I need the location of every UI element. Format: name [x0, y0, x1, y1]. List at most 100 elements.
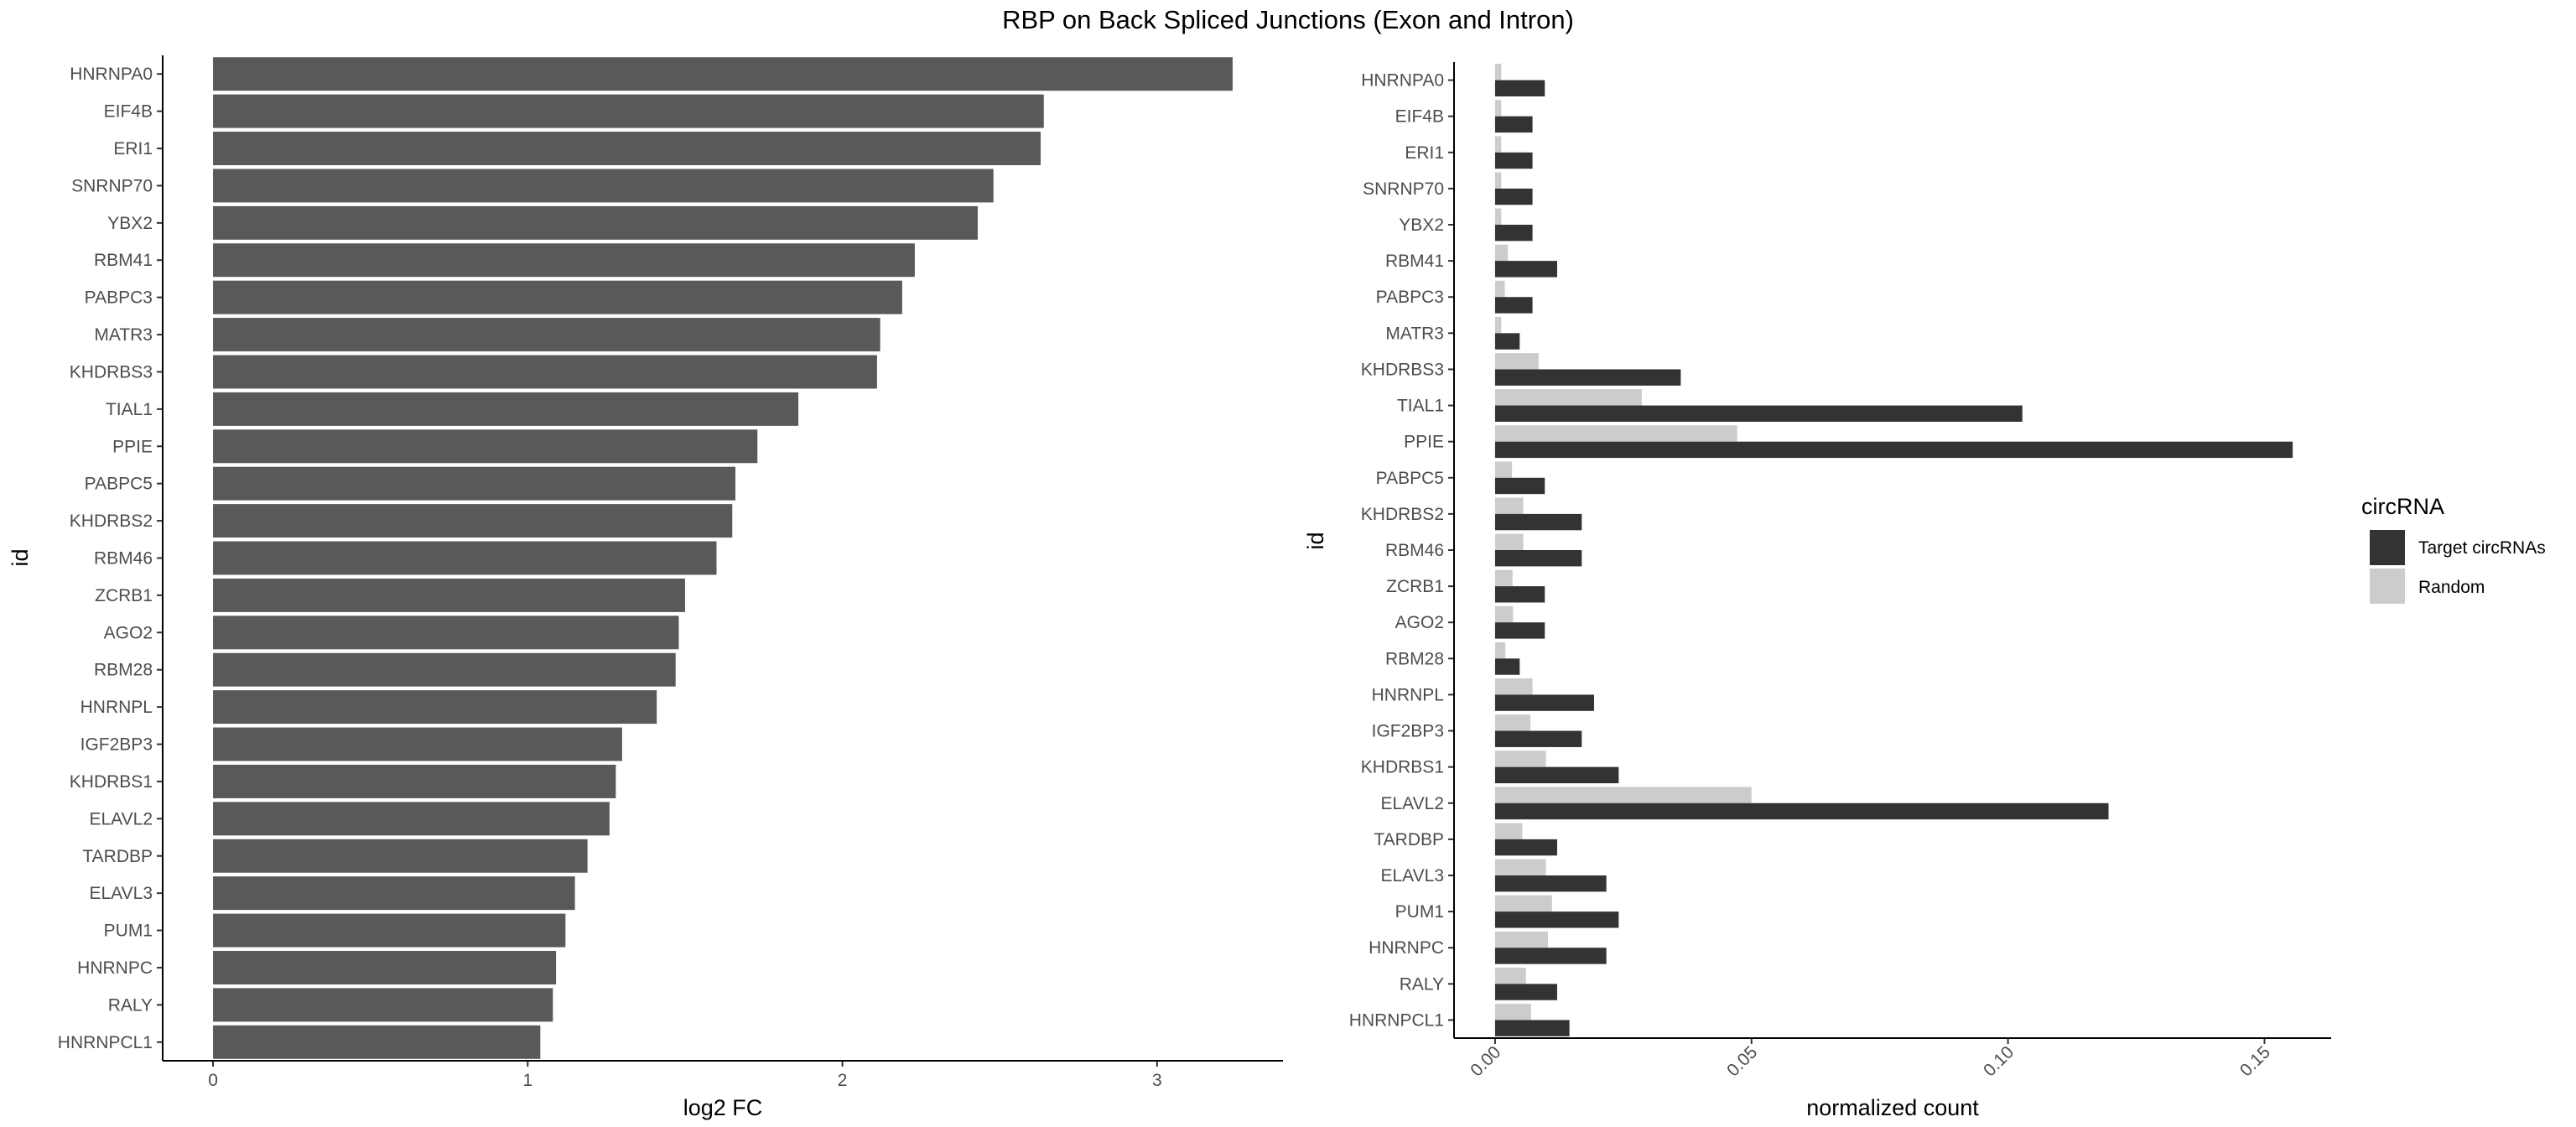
- bar-snrnp70-target-circrnas: [1494, 188, 1533, 205]
- chart-title: RBP on Back Spliced Junctions (Exon and …: [1002, 5, 1574, 34]
- bar-elavl2: [213, 802, 610, 836]
- bar-tial1-target-circrnas: [1494, 405, 2023, 422]
- x-tick-label: 3: [1152, 1071, 1162, 1090]
- bar-ybx2: [213, 205, 978, 240]
- left-y-tick-labels: HNRNPA0 EIF4B ERI1 SNRNP70 YBX2 RBM41 PABPC3 MA…: [58, 65, 163, 1052]
- bar-rbm28-target-circrnas: [1494, 658, 1520, 675]
- x-tick-label: 0: [208, 1071, 218, 1090]
- bar-eri1-target-circrnas: [1494, 152, 1533, 169]
- y-tick-label: PABPC5: [1376, 469, 1444, 488]
- bar-pabpc5-random: [1494, 461, 1513, 478]
- bar-rbm28-random: [1494, 641, 1506, 659]
- y-tick-label: ERI1: [113, 139, 153, 158]
- bar-ybx2-target-circrnas: [1494, 225, 1533, 242]
- bar-hnrnpl: [213, 690, 657, 724]
- x-tick-label: 0.10: [1980, 1042, 2018, 1080]
- x-tick-label: 0.15: [2236, 1042, 2274, 1080]
- left-x-tick-labels: 0 1 2 3: [208, 1061, 1162, 1090]
- y-tick-label: PPIE: [1404, 433, 1444, 452]
- y-tick-label: HNRNPC: [1368, 938, 1444, 958]
- legend: circRNA Target circRNAs Random: [2361, 494, 2546, 604]
- y-tick-label: ZCRB1: [1386, 577, 1444, 596]
- y-tick-label: KHDRBS2: [70, 512, 153, 531]
- y-tick-label: EIF4B: [1395, 107, 1444, 127]
- bar-pabpc3-target-circrnas: [1494, 297, 1533, 314]
- bar-khdrbs3-random: [1494, 353, 1539, 370]
- y-tick-label: AGO2: [1395, 613, 1444, 632]
- bar-hnrnpa0-target-circrnas: [1494, 80, 1545, 96]
- bar-tardbp-target-circrnas: [1494, 839, 1557, 856]
- y-tick-label: HNRNPC: [77, 958, 153, 978]
- right-y-tick-labels: HNRNPA0 EIF4B ERI1 SNRNP70 YBX2 RBM41 PABPC3 MA…: [1349, 71, 1454, 1030]
- bar-hnrnpl-target-circrnas: [1494, 694, 1594, 711]
- bar-tial1-random: [1494, 389, 1642, 406]
- y-tick-label: IGF2BP3: [80, 735, 153, 755]
- bar-ybx2-random: [1494, 208, 1502, 225]
- right-bars: [1494, 64, 2293, 1036]
- bar-snrnp70: [213, 169, 994, 203]
- bar-ppie-random: [1494, 425, 1737, 442]
- bar-matr3: [213, 318, 880, 352]
- bar-ago2-random: [1494, 605, 1514, 623]
- bar-rbm41: [213, 243, 915, 278]
- y-tick-label: ZCRB1: [95, 586, 153, 605]
- y-tick-label: KHDRBS1: [1361, 758, 1444, 777]
- bar-eif4b-random: [1494, 100, 1502, 117]
- bar-matr3-random: [1494, 316, 1502, 334]
- x-tick-label: 0.00: [1467, 1042, 1504, 1080]
- bar-elavl3-random: [1494, 859, 1546, 875]
- bar-hnrnpa0-random: [1494, 64, 1502, 80]
- bar-rbm46-random: [1494, 533, 1524, 550]
- legend-label-target-circrnas: Target circRNAs: [2418, 538, 2546, 558]
- bar-hnrnpa0: [213, 57, 1233, 91]
- y-tick-label: MATR3: [1385, 324, 1444, 343]
- bar-zcrb1-target-circrnas: [1494, 586, 1545, 603]
- y-tick-label: PABPC5: [85, 475, 153, 494]
- bar-raly: [213, 988, 553, 1022]
- y-tick-label: YBX2: [107, 214, 153, 233]
- bar-elavl3: [213, 876, 575, 911]
- y-tick-label: HNRNPCL1: [58, 1033, 153, 1052]
- bar-khdrbs2: [213, 504, 733, 538]
- y-tick-label: AGO2: [104, 623, 153, 642]
- y-tick-label: RBM28: [1385, 649, 1444, 668]
- bar-zcrb1: [213, 578, 685, 612]
- bar-khdrbs1-random: [1494, 750, 1546, 767]
- left-panel-log2fc: HNRNPA0 EIF4B ERI1 SNRNP70 YBX2 RBM41 PABPC3 MA…: [8, 55, 1283, 1120]
- y-tick-label: ELAVL2: [1381, 794, 1445, 813]
- bar-eif4b-target-circrnas: [1494, 116, 1533, 133]
- legend-swatch-target-circrnas: [2370, 530, 2405, 565]
- y-tick-label: RBM46: [1385, 541, 1444, 560]
- bar-tial1: [213, 392, 799, 426]
- bar-ppie: [213, 429, 758, 464]
- y-tick-label: ELAVL3: [90, 884, 153, 903]
- legend-swatch-random: [2370, 569, 2405, 604]
- bar-eri1: [213, 132, 1041, 166]
- bar-ppie-target-circrnas: [1494, 441, 2293, 459]
- right-x-tick-labels: 0.00 0.05 0.10 0.15: [1467, 1038, 2274, 1080]
- y-tick-label: SNRNP70: [71, 176, 153, 195]
- bar-zcrb1-random: [1494, 569, 1513, 587]
- bar-hnrnpl-random: [1494, 678, 1533, 695]
- y-tick-label: RBM41: [1385, 252, 1444, 271]
- bar-igf2bp3-random: [1494, 714, 1531, 731]
- bar-hnrnpcl1: [213, 1025, 541, 1059]
- right-x-axis-title: normalized count: [1806, 1095, 1979, 1120]
- bar-raly-random: [1494, 967, 1526, 984]
- bar-igf2bp3: [213, 727, 622, 761]
- bar-rbm41-random: [1494, 244, 1509, 262]
- y-tick-label: HNRNPL: [80, 698, 153, 717]
- bar-matr3-target-circrnas: [1494, 333, 1520, 350]
- bar-pabpc3-random: [1494, 280, 1505, 298]
- y-tick-label: HNRNPL: [1372, 685, 1444, 704]
- bar-hnrnpc-random: [1494, 931, 1548, 948]
- y-tick-label: KHDRBS2: [1361, 505, 1444, 524]
- bar-eif4b: [213, 94, 1044, 128]
- bar-khdrbs1: [213, 764, 616, 798]
- y-tick-label: RBM41: [94, 251, 153, 270]
- y-tick-label: PUM1: [1395, 902, 1444, 922]
- bar-khdrbs3-target-circrnas: [1494, 369, 1681, 386]
- y-tick-label: KHDRBS3: [70, 362, 153, 382]
- bar-rbm46: [213, 541, 717, 575]
- y-tick-label: PABPC3: [85, 288, 153, 308]
